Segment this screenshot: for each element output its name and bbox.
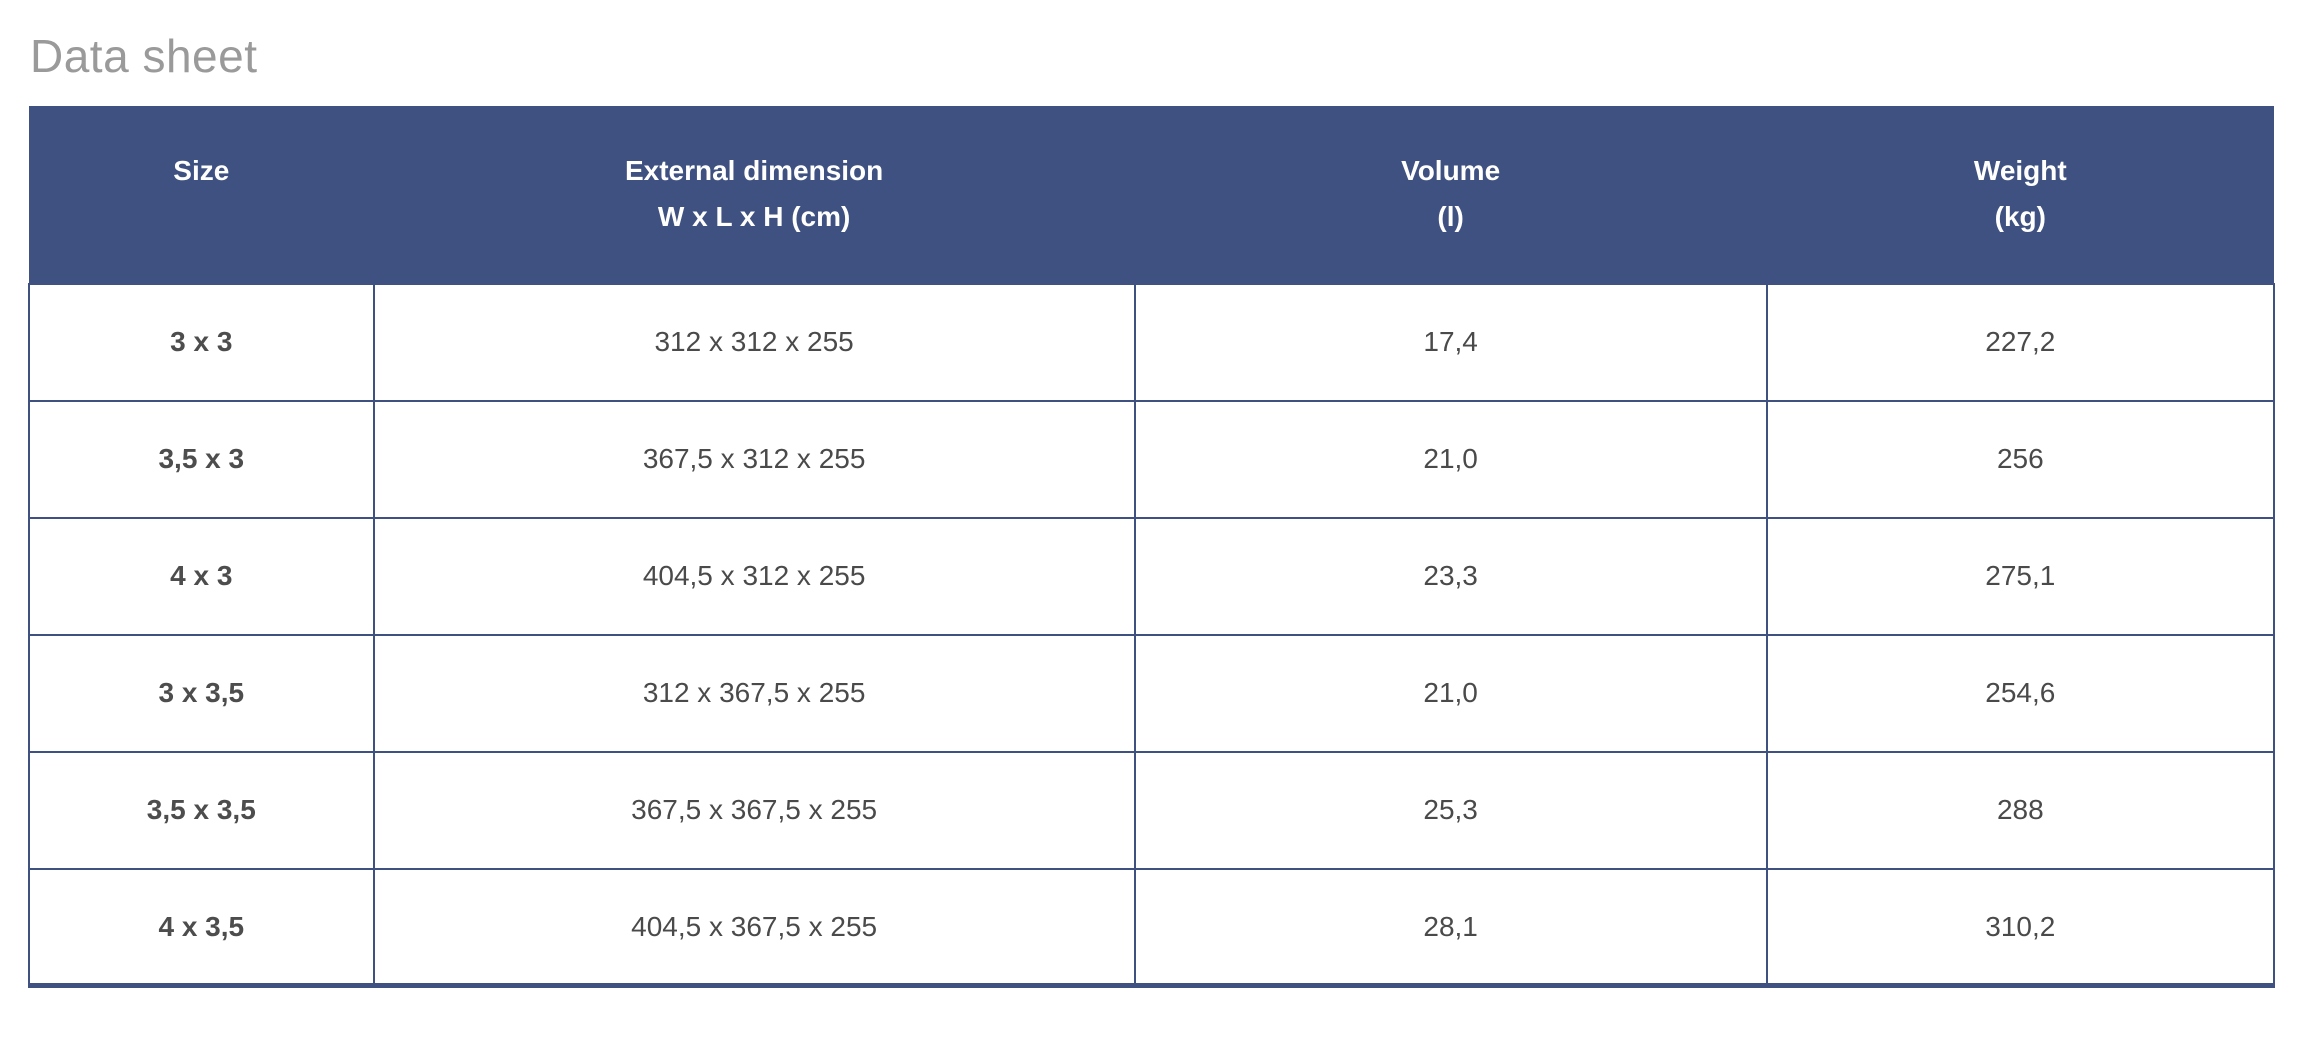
size-cell: 4 x 3	[28, 516, 375, 636]
page-title: Data sheet	[30, 30, 258, 82]
weight-cell: 310,2	[1765, 867, 2276, 987]
column-header-label: External dimension	[624, 155, 884, 187]
size-cell: 3 x 3,5	[28, 633, 375, 753]
table-row: 3,5 x 3 367,5 x 312 x 255 21,0 256	[28, 399, 2276, 519]
weight-cell: 254,6	[1765, 633, 2276, 753]
volume-cell: 21,0	[1133, 633, 1768, 753]
table-row: 3 x 3,5 312 x 367,5 x 255 21,0 254,6	[28, 633, 2276, 753]
table-header-row: Size External dimension W x L x H (cm) V…	[29, 105, 2274, 284]
column-header-unit: W x L x H (cm)	[657, 201, 851, 233]
size-cell: 3,5 x 3,5	[28, 750, 375, 870]
column-header-weight: Weight (kg)	[1766, 105, 2274, 284]
column-header-volume: Volume (l)	[1134, 105, 1767, 284]
column-header-unit: (l)	[1437, 201, 1464, 233]
column-header-label: Weight	[1973, 155, 2067, 187]
table-row: 3 x 3 312 x 312 x 255 17,4 227,2	[28, 282, 2276, 402]
volume-cell: 21,0	[1133, 399, 1768, 519]
dimension-cell: 404,5 x 312 x 255	[372, 516, 1136, 636]
volume-cell: 23,3	[1133, 516, 1768, 636]
table-row: 4 x 3 404,5 x 312 x 255 23,3 275,1	[28, 516, 2276, 636]
dimension-cell: 367,5 x 312 x 255	[372, 399, 1136, 519]
column-header-size: Size	[29, 105, 374, 284]
data-sheet-page: Data sheet Size External dimension W x L…	[0, 30, 2304, 1044]
size-cell: 3,5 x 3	[28, 399, 375, 519]
weight-cell: 256	[1765, 399, 2276, 519]
data-sheet-table: Size External dimension W x L x H (cm) V…	[28, 105, 2276, 989]
weight-cell: 227,2	[1765, 282, 2276, 402]
dimension-cell: 367,5 x 367,5 x 255	[372, 750, 1136, 870]
volume-cell: 28,1	[1133, 867, 1768, 987]
column-header-label: Size	[173, 155, 230, 187]
column-header-external-dimension: External dimension W x L x H (cm)	[373, 105, 1135, 284]
weight-cell: 275,1	[1765, 516, 2276, 636]
table-row: 4 x 3,5 404,5 x 367,5 x 255 28,1 310,2	[28, 867, 2276, 987]
size-cell: 3 x 3	[28, 282, 375, 402]
table-row: 3,5 x 3,5 367,5 x 367,5 x 255 25,3 288	[28, 750, 2276, 870]
size-cell: 4 x 3,5	[28, 867, 375, 987]
column-header-unit	[29, 194, 374, 240]
dimension-cell: 312 x 312 x 255	[372, 282, 1136, 402]
dimension-cell: 404,5 x 367,5 x 255	[372, 867, 1136, 987]
dimension-cell: 312 x 367,5 x 255	[372, 633, 1136, 753]
column-header-unit: (kg)	[1994, 201, 2046, 233]
column-header-label: Volume	[1401, 155, 1501, 187]
weight-cell: 288	[1765, 750, 2276, 870]
volume-cell: 17,4	[1133, 282, 1768, 402]
volume-cell: 25,3	[1133, 750, 1768, 870]
